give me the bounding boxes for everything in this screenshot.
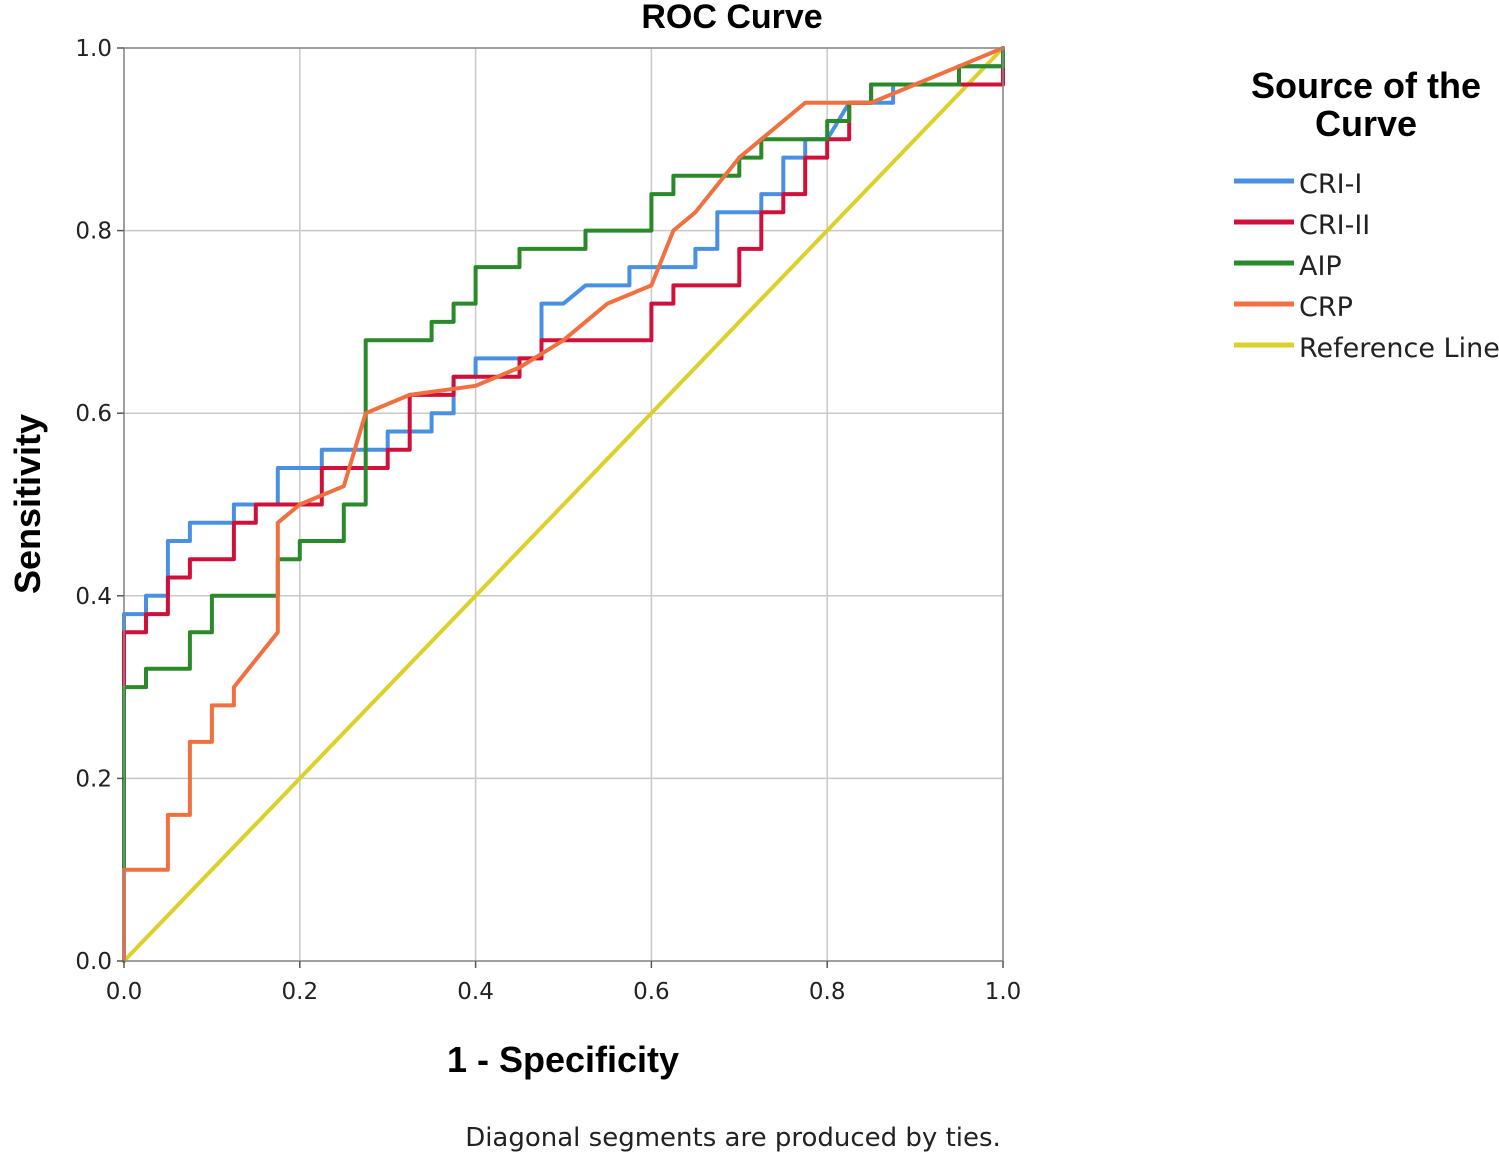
legend-title-line-2: Curve <box>1315 103 1417 144</box>
series-line-aip <box>122 46 1005 872</box>
legend-label-cri-ii: CRI-II <box>1299 210 1370 241</box>
x-tick-label-0: 0.0 <box>106 979 143 1005</box>
y-tick-label-5: 1.0 <box>75 36 112 62</box>
x-tick-label-5: 1.0 <box>985 979 1022 1005</box>
series-line-reference-line <box>122 46 1005 963</box>
y-tick-label-4: 0.8 <box>75 219 112 245</box>
legend-label-aip: AIP <box>1299 251 1342 282</box>
series-lines <box>122 46 1005 963</box>
legend-label-cri-i: CRI-I <box>1299 169 1362 200</box>
series-line-cri-ii <box>122 46 1005 690</box>
x-axis-title: 1 - Specificity <box>447 1039 679 1080</box>
chart-title: ROC Curve <box>641 0 822 36</box>
legend: Source of the Curve CRI-I CRI-II AIP CRP Ref… <box>1234 65 1499 364</box>
y-tick-label-2: 0.4 <box>75 584 112 610</box>
x-tick-label-4: 0.8 <box>809 979 846 1005</box>
x-tick-label-3: 0.6 <box>633 979 670 1005</box>
x-tick-label-1: 0.2 <box>282 979 319 1005</box>
axis-ticks: 0.0 0.2 0.4 0.6 0.8 1.0 0.0 0.2 0.4 0.6 0.8 1.0 <box>75 36 1021 1005</box>
legend-label-reference-line: Reference Line <box>1299 333 1499 364</box>
y-tick-label-1: 0.2 <box>75 766 112 792</box>
y-tick-label-3: 0.6 <box>75 401 112 427</box>
x-tick-label-2: 0.4 <box>457 979 494 1005</box>
y-tick-label-0: 0.0 <box>75 949 112 975</box>
series-line-crp <box>122 46 1005 963</box>
legend-label-crp: CRP <box>1299 292 1353 323</box>
plot-frame <box>123 47 1004 962</box>
legend-items: CRI-I CRI-II AIP CRP Reference Line <box>1234 169 1499 364</box>
y-axis-title: Sensitivity <box>7 414 48 594</box>
legend-title-line-1: Source of the <box>1251 65 1481 106</box>
chart-footnote: Diagonal segments are produced by ties. <box>465 1123 1001 1153</box>
